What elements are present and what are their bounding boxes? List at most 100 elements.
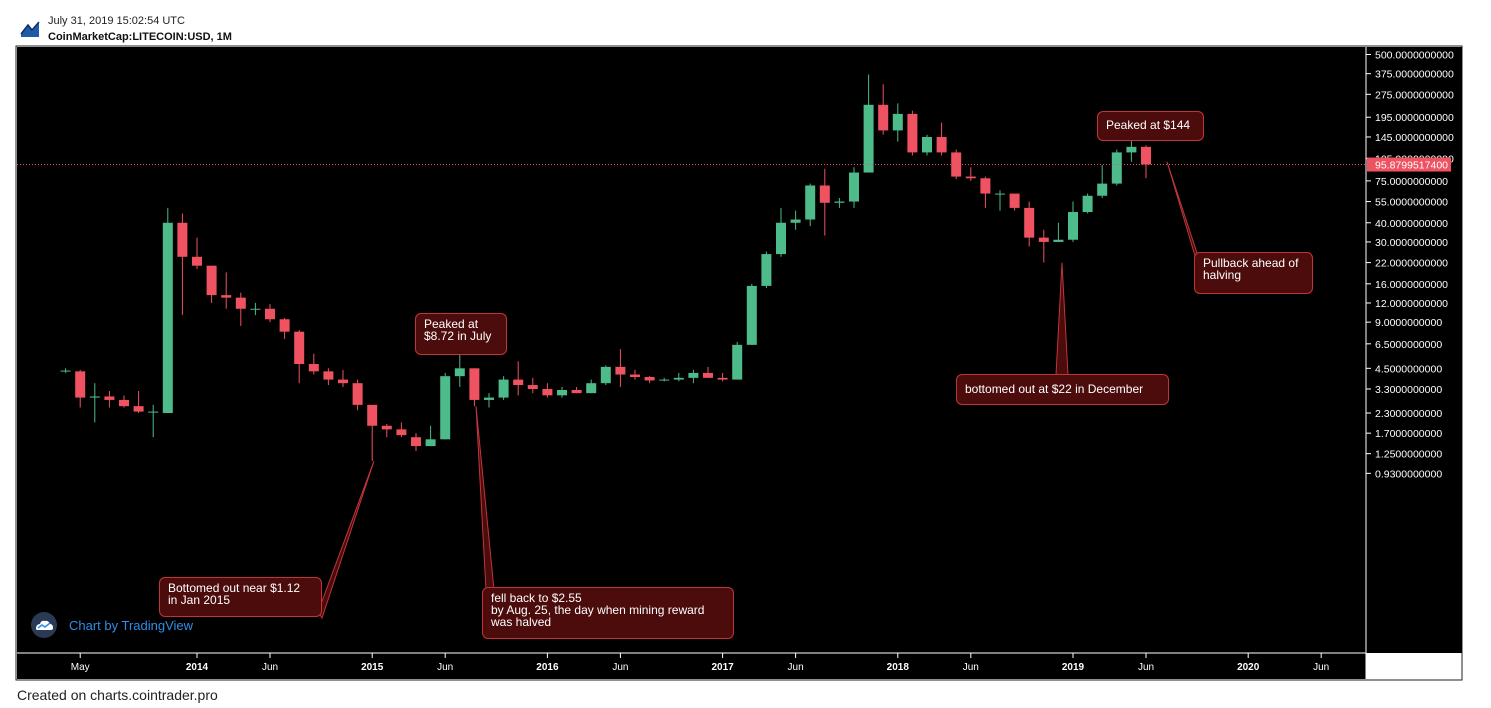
candle-body [89, 396, 100, 398]
candle-body [644, 377, 655, 381]
candle-body [892, 113, 903, 131]
candle-body [177, 222, 188, 257]
y-tick-label: 195.0000000000 [1375, 112, 1454, 124]
candle-2013-10 [148, 404, 159, 438]
candle-body [396, 429, 407, 436]
candle-2018-02 [907, 110, 918, 156]
x-tick-label: Jun [788, 662, 804, 673]
candle-body [133, 406, 144, 412]
candle-body [600, 366, 611, 384]
candle-2014-01 [192, 237, 202, 269]
annotation-peak-2019: Peaked at $144 [1097, 111, 1204, 141]
candle-2018-06 [965, 167, 976, 181]
y-tick-label: 40.0000000000 [1375, 218, 1448, 230]
candle-2015-05 [425, 425, 436, 447]
candle-body [703, 372, 713, 378]
candle-2017-06 [790, 210, 801, 230]
x-tick-label: 2016 [536, 662, 559, 673]
candle-2018-11 [1038, 229, 1049, 263]
candle-body [1097, 183, 1108, 196]
tradingview-cloud-icon [31, 612, 57, 638]
candle-2015-12 [527, 377, 538, 394]
candle-2016-01 [542, 383, 553, 398]
candle-body [761, 254, 772, 286]
candle-2015-02 [381, 424, 392, 438]
candle-2016-06 [615, 349, 626, 387]
candle-2018-10 [1024, 201, 1035, 247]
candle-body [454, 368, 465, 377]
candle-2013-08 [119, 395, 129, 408]
y-tick-label: 0.9300000000 [1375, 468, 1442, 480]
candle-body [1068, 212, 1078, 240]
candle-2016-12 [703, 366, 713, 378]
candle-body [907, 113, 918, 153]
candle-body [75, 371, 86, 398]
candle-2013-12 [177, 213, 188, 316]
y-tick-label: 275.0000000000 [1375, 89, 1454, 101]
candle-body [557, 389, 567, 396]
candle-2014-06 [265, 304, 275, 323]
y-tick-label: 12.0000000000 [1375, 298, 1448, 310]
chart-symbol: CoinMarketCap:LITECOIN:USD, 1M [48, 31, 232, 43]
chart-header: July 31, 2019 15:02:54 UTC CoinMarketCap… [0, 0, 1491, 46]
candle-body [878, 104, 889, 131]
candle-2016-09 [659, 377, 670, 382]
x-tick-label: Jun [1138, 662, 1154, 673]
candle-2015-09 [484, 393, 494, 408]
current-price-label: 95.8799517400 [1375, 160, 1448, 172]
candle-2013-06 [89, 383, 100, 423]
candle-2015-04 [411, 433, 421, 452]
candle-body [673, 377, 684, 380]
candle-2013-05 [75, 369, 86, 408]
current-price-label-bg [1367, 157, 1451, 172]
candle-2015-03 [396, 422, 407, 438]
y-axis-area [1366, 47, 1462, 653]
candle-body [980, 178, 991, 194]
candle-body [1141, 146, 1151, 165]
x-axis-area [17, 653, 1366, 679]
candle-2015-10 [498, 376, 509, 400]
candle-2013-11 [162, 207, 173, 414]
candle-body [1111, 152, 1122, 184]
candle-body [469, 368, 480, 400]
candle-body [338, 379, 348, 384]
candle-body [688, 372, 699, 378]
x-tick-label: May [71, 662, 90, 673]
y-tick-label: 145.0000000000 [1375, 132, 1454, 144]
y-axis-ticks: 500.0000000000 375.0000000000 275.00000000… [1366, 50, 1454, 480]
candle-body [922, 136, 932, 153]
candle-2018-08 [995, 190, 1005, 211]
x-tick-label: Jun [262, 662, 278, 673]
candle-body [221, 295, 232, 298]
tradingview-label[interactable]: Chart by TradingView [69, 618, 194, 633]
candle-2017-12 [878, 84, 889, 135]
candle-body [717, 377, 728, 380]
candle-body [323, 371, 334, 380]
y-tick-label: 6.5000000000 [1375, 339, 1442, 351]
candle-body [425, 439, 436, 447]
candle-2016-03 [571, 386, 582, 394]
current-price-label-group: 95.8799517400 [1367, 157, 1451, 172]
candle-body [819, 185, 830, 203]
candle-body [1038, 237, 1049, 242]
candle-2016-02 [557, 386, 567, 398]
candle-body [936, 136, 947, 153]
candle-2017-09 [834, 198, 845, 208]
x-tick-label: Jun [437, 662, 453, 673]
candle-2017-03 [746, 283, 757, 345]
x-tick-label: 2019 [1062, 662, 1085, 673]
y-tick-label: 4.5000000000 [1375, 363, 1442, 375]
candle-body [367, 404, 378, 426]
candle-body [279, 319, 290, 332]
candle-2015-01 [367, 404, 378, 461]
candle-body [104, 396, 115, 400]
candle-2013-04 [60, 368, 71, 373]
candle-body [411, 437, 421, 447]
annotation-bottom-2018: bottomed out at $22 in December [956, 374, 1169, 405]
x-tick-label: Jun [1313, 662, 1329, 673]
candle-2014-08 [294, 329, 305, 384]
x-tick-label: 2020 [1237, 662, 1260, 673]
x-tick-label: 2017 [711, 662, 734, 673]
candle-body [308, 364, 319, 372]
candle-2014-07 [279, 317, 290, 339]
